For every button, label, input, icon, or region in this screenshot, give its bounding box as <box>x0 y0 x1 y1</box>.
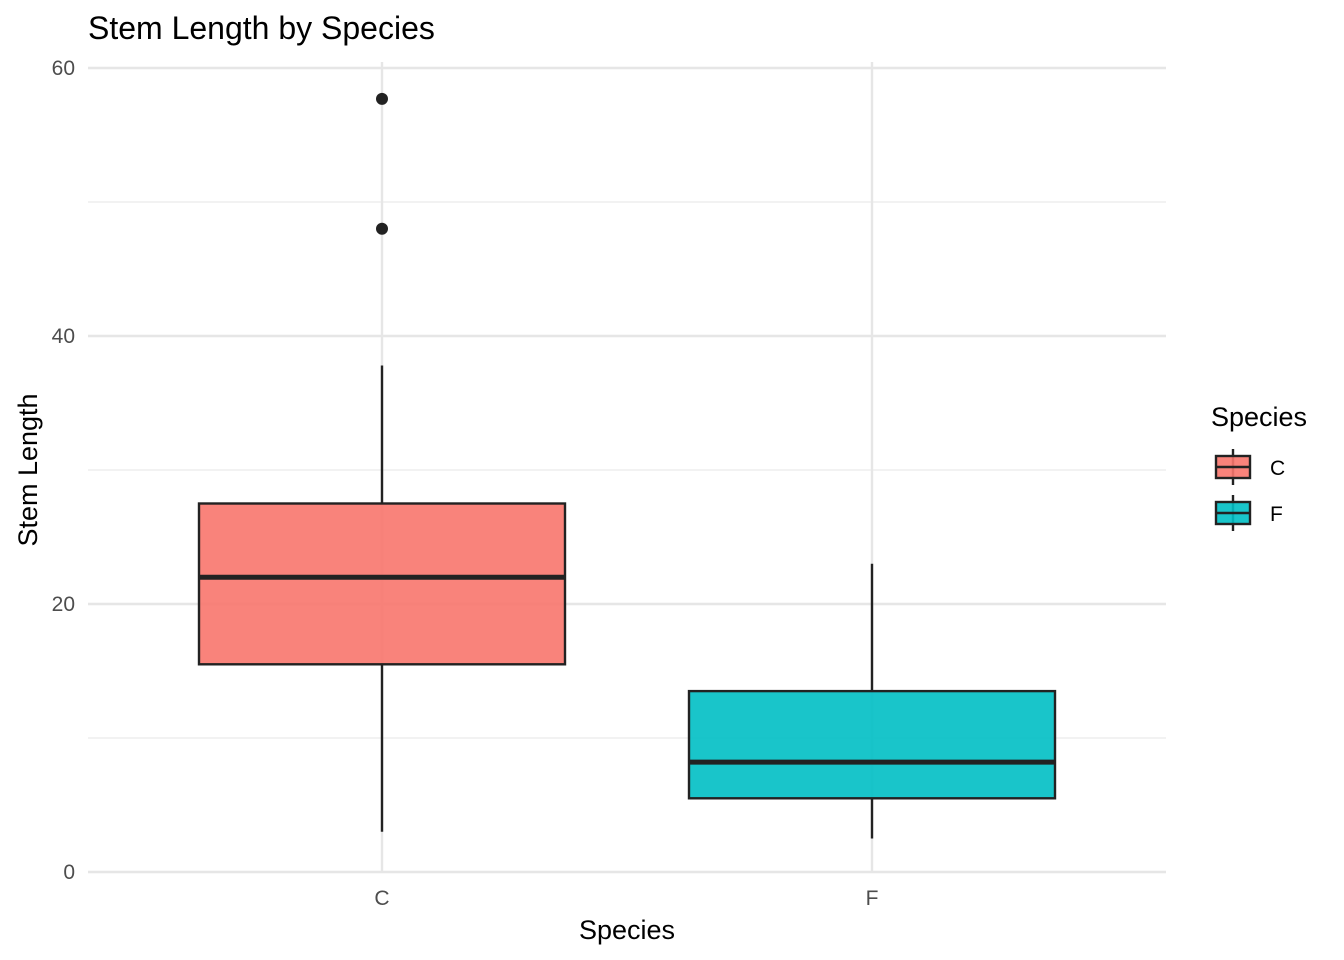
y-axis-title: Stem Length <box>13 393 43 546</box>
y-tick-label: 20 <box>52 593 75 616</box>
x-axis-title: Species <box>579 915 675 945</box>
outlier-point <box>376 92 388 105</box>
boxes <box>197 92 1057 839</box>
chart-title: Stem Length by Species <box>88 10 435 46</box>
legend-item-C: C <box>1214 449 1285 485</box>
y-tick-label: 60 <box>52 57 75 80</box>
legend-item-F: F <box>1214 495 1283 531</box>
box-C <box>197 92 567 832</box>
x-tick-label: F <box>866 887 879 910</box>
x-tick-label: C <box>374 887 389 910</box>
legend-label: F <box>1270 503 1283 526</box>
outlier-point <box>376 222 388 235</box>
legend: Species CF <box>1211 402 1307 531</box>
box-iqr <box>687 689 1057 800</box>
y-tick-label: 40 <box>52 325 75 348</box>
box-F <box>687 563 1057 839</box>
y-tick-label: 0 <box>63 861 75 884</box>
legend-title: Species <box>1211 402 1307 432</box>
y-axis-ticks: 0 20 40 60 <box>52 57 75 884</box>
box-iqr <box>197 502 567 666</box>
legend-label: C <box>1270 457 1285 480</box>
